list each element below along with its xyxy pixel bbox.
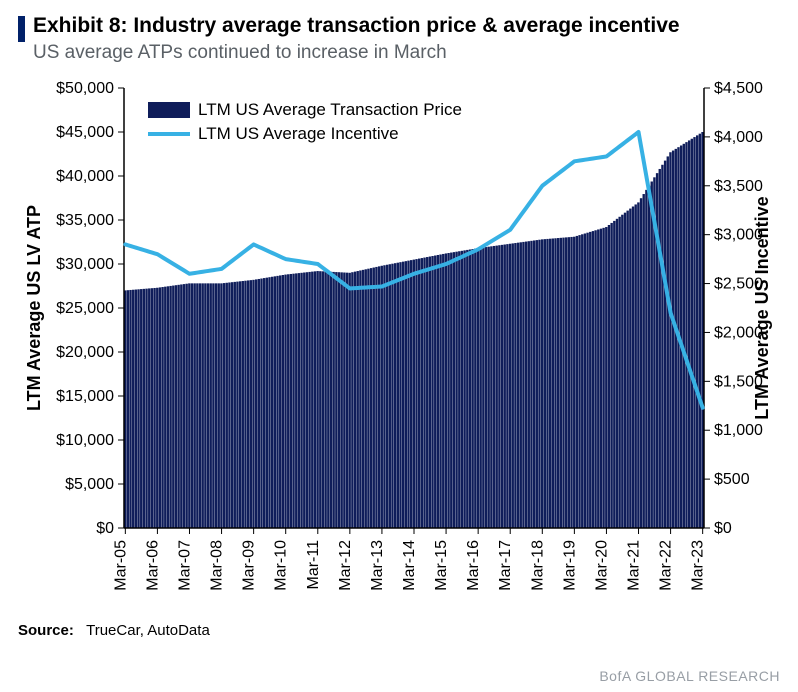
svg-text:$1,000: $1,000 bbox=[714, 422, 763, 439]
svg-text:$45,000: $45,000 bbox=[56, 124, 114, 141]
exhibit-header: Exhibit 8: Industry average transaction … bbox=[18, 14, 780, 64]
svg-text:$35,000: $35,000 bbox=[56, 212, 114, 229]
svg-text:$40,000: $40,000 bbox=[56, 168, 114, 185]
svg-text:$0: $0 bbox=[714, 520, 732, 537]
source-line: Source: TrueCar, AutoData bbox=[18, 622, 780, 639]
svg-text:$15,000: $15,000 bbox=[56, 388, 114, 405]
footer-brand: BofA GLOBAL RESEARCH bbox=[599, 668, 780, 684]
legend-item-bars: LTM US Average Transaction Price bbox=[148, 100, 462, 120]
svg-text:$4,500: $4,500 bbox=[714, 80, 763, 97]
chart-area: $0 $5,000 $10,000 $15,000 $20,000 $25,000 $30,… bbox=[18, 78, 780, 618]
svg-text:LTM Average US LV ATP: LTM Average US LV ATP bbox=[24, 205, 44, 411]
svg-text:Mar-21: Mar-21 bbox=[626, 540, 643, 591]
source-label: Source: bbox=[18, 622, 74, 639]
svg-text:Mar-11: Mar-11 bbox=[305, 540, 322, 590]
legend-swatch-line bbox=[148, 132, 190, 136]
legend-label-bars: LTM US Average Transaction Price bbox=[198, 100, 462, 120]
svg-text:$500: $500 bbox=[714, 471, 750, 488]
svg-text:Mar-07: Mar-07 bbox=[176, 540, 193, 591]
svg-text:Mar-18: Mar-18 bbox=[529, 540, 546, 591]
combo-chart: $0 $5,000 $10,000 $15,000 $20,000 $25,000 $30,… bbox=[18, 78, 780, 618]
svg-text:$10,000: $10,000 bbox=[56, 432, 114, 449]
svg-text:Mar-08: Mar-08 bbox=[209, 540, 226, 591]
svg-text:Mar-15: Mar-15 bbox=[433, 540, 450, 591]
svg-text:Mar-05: Mar-05 bbox=[112, 540, 129, 591]
exhibit-title: Exhibit 8: Industry average transaction … bbox=[33, 14, 680, 38]
svg-text:Mar-19: Mar-19 bbox=[561, 540, 578, 591]
source-text: TrueCar, AutoData bbox=[86, 622, 210, 639]
svg-text:Mar-06: Mar-06 bbox=[144, 540, 161, 591]
svg-text:$25,000: $25,000 bbox=[56, 300, 114, 317]
legend-swatch-bars bbox=[148, 102, 190, 118]
svg-text:Mar-20: Mar-20 bbox=[593, 540, 610, 591]
chart-legend: LTM US Average Transaction Price LTM US … bbox=[148, 100, 462, 148]
exhibit-subtitle: US average ATPs continued to increase in… bbox=[33, 42, 680, 64]
svg-text:Mar-16: Mar-16 bbox=[465, 540, 482, 591]
svg-text:Mar-10: Mar-10 bbox=[273, 540, 290, 591]
svg-text:$30,000: $30,000 bbox=[56, 256, 114, 273]
svg-text:Mar-14: Mar-14 bbox=[401, 540, 418, 591]
legend-item-line: LTM US Average Incentive bbox=[148, 124, 462, 144]
svg-text:Mar-17: Mar-17 bbox=[497, 540, 514, 591]
svg-text:$5,000: $5,000 bbox=[65, 476, 114, 493]
svg-text:$0: $0 bbox=[96, 520, 114, 537]
svg-text:Mar-12: Mar-12 bbox=[337, 540, 354, 591]
svg-text:Mar-13: Mar-13 bbox=[369, 540, 386, 591]
svg-text:Mar-23: Mar-23 bbox=[690, 540, 707, 591]
svg-text:$20,000: $20,000 bbox=[56, 344, 114, 361]
svg-text:Mar-09: Mar-09 bbox=[241, 540, 258, 591]
svg-text:LTM Average US Incentive: LTM Average US Incentive bbox=[752, 196, 772, 419]
title-accent-bar bbox=[18, 16, 25, 42]
svg-text:Mar-22: Mar-22 bbox=[658, 540, 675, 591]
legend-label-line: LTM US Average Incentive bbox=[198, 124, 399, 144]
svg-text:$4,000: $4,000 bbox=[714, 129, 763, 146]
svg-text:$50,000: $50,000 bbox=[56, 80, 114, 97]
svg-text:$3,500: $3,500 bbox=[714, 178, 763, 195]
